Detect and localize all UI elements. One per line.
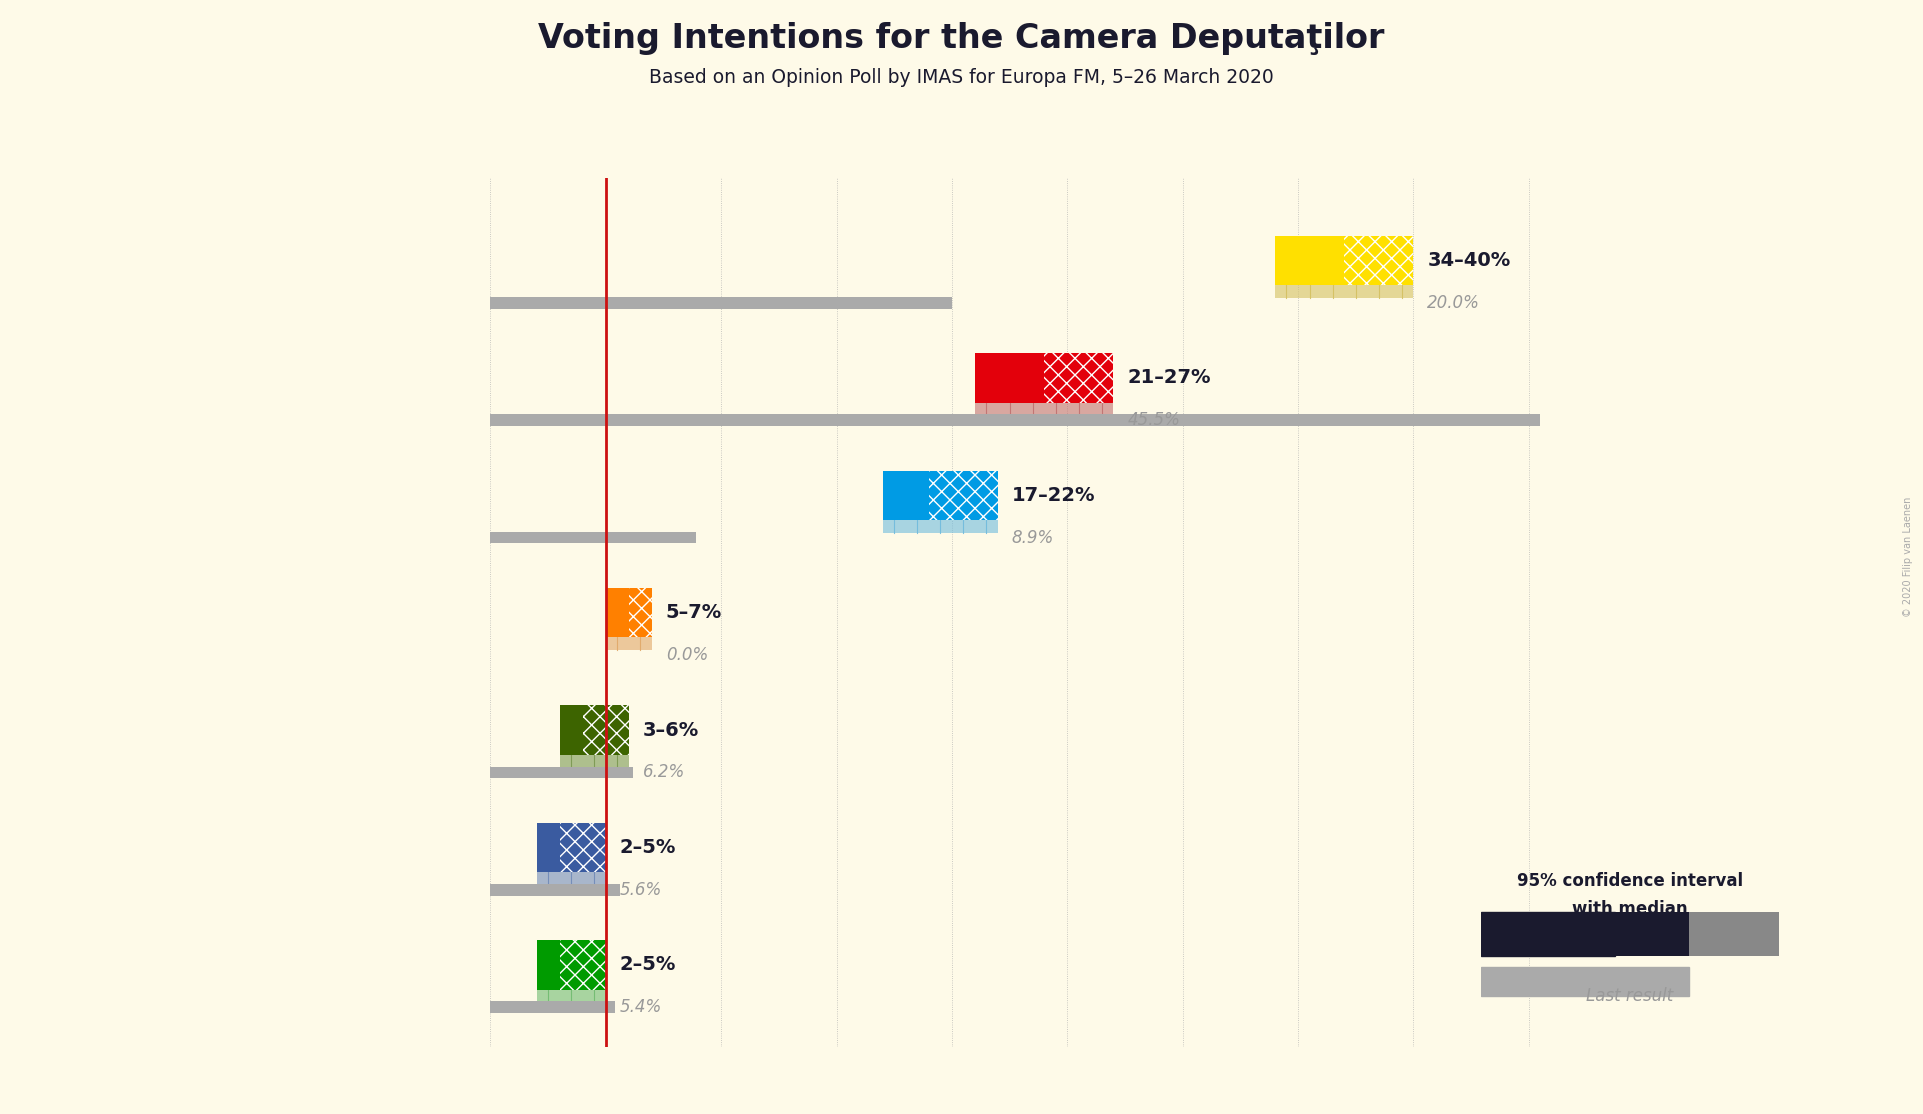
Bar	[1044, 353, 1113, 402]
Text: 5–7%: 5–7%	[665, 603, 721, 623]
Text: 8.9%: 8.9%	[1011, 528, 1054, 547]
Bar	[560, 940, 606, 989]
Text: 2–5%: 2–5%	[619, 838, 677, 857]
Text: Last result: Last result	[1586, 987, 1673, 1005]
Bar	[1615, 912, 1690, 956]
Bar	[537, 984, 606, 1003]
Text: 5.6%: 5.6%	[619, 881, 662, 899]
Bar	[560, 823, 606, 872]
Bar	[560, 705, 583, 755]
Bar	[1481, 912, 1615, 956]
Bar	[490, 1001, 615, 1013]
Text: 21–27%: 21–27%	[1127, 369, 1211, 388]
Text: 17–22%: 17–22%	[1011, 486, 1096, 505]
Bar	[537, 940, 560, 989]
Text: Based on an Opinion Poll by IMAS for Europa FM, 5–26 March 2020: Based on an Opinion Poll by IMAS for Eur…	[650, 68, 1273, 88]
Bar	[883, 514, 998, 532]
Bar	[929, 470, 998, 520]
Bar	[1275, 236, 1344, 285]
Text: 2–5%: 2–5%	[619, 956, 677, 975]
Bar	[606, 588, 629, 637]
Text: with median: with median	[1571, 900, 1688, 918]
Bar	[1344, 236, 1413, 285]
Bar	[490, 296, 952, 309]
Bar	[537, 823, 560, 872]
Text: 34–40%: 34–40%	[1427, 251, 1510, 270]
Bar	[490, 883, 619, 896]
Bar	[1275, 280, 1413, 299]
Bar	[1690, 912, 1779, 956]
Text: Voting Intentions for the Camera Deputaţilor: Voting Intentions for the Camera Deputaţ…	[538, 22, 1385, 56]
Text: 45.5%: 45.5%	[1127, 411, 1181, 429]
Bar	[975, 353, 1044, 402]
Text: 3–6%: 3–6%	[642, 721, 698, 740]
Bar	[560, 749, 629, 768]
Bar	[629, 588, 652, 637]
Bar	[975, 397, 1113, 416]
Bar	[1481, 967, 1690, 996]
Text: 5.4%: 5.4%	[619, 998, 662, 1016]
Bar	[490, 414, 1540, 426]
Text: 20.0%: 20.0%	[1427, 294, 1481, 312]
Bar	[490, 766, 633, 779]
Bar	[490, 531, 696, 544]
Text: 0.0%: 0.0%	[665, 646, 708, 664]
Text: 6.2%: 6.2%	[642, 763, 685, 781]
Bar	[606, 632, 652, 651]
Bar	[537, 867, 606, 886]
Text: © 2020 Filip van Laenen: © 2020 Filip van Laenen	[1902, 497, 1913, 617]
Bar	[583, 705, 629, 755]
Bar	[883, 470, 929, 520]
Text: 95% confidence interval: 95% confidence interval	[1517, 871, 1742, 889]
